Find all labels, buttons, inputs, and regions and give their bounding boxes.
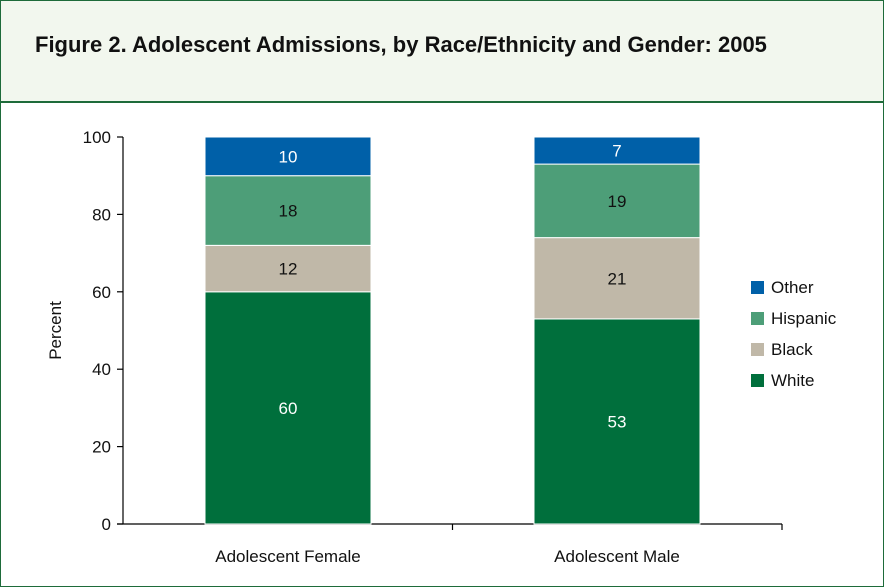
x-category-label: Adolescent Female [215,547,361,566]
legend-label-other: Other [771,278,814,297]
legend-label-white: White [771,371,814,390]
bar-segment-white [204,291,372,525]
y-tick-label: 20 [92,438,111,457]
chart-bars: 60 12 18 10 53 21 19 7 [204,136,701,525]
bar-value-label: 18 [279,202,298,221]
bar-value-label: 7 [612,142,621,161]
y-tick-label: 100 [83,128,111,147]
legend-label-black: Black [771,340,813,359]
y-tick-label: 80 [92,205,111,224]
bar-segment-white [533,318,701,525]
legend-label-hispanic: Hispanic [771,309,837,328]
y-tick-label: 0 [102,515,111,534]
bar-value-label: 19 [608,192,627,211]
figure-header: Figure 2. Adolescent Admissions, by Race… [1,1,883,103]
x-category-label: Adolescent Male [554,547,680,566]
legend-swatch-black [751,343,764,356]
y-axis-title: Percent [46,301,65,360]
legend-swatch-white [751,374,764,387]
bar-segment-hispanic [533,163,701,239]
bar-segment-black [204,244,372,293]
bar-value-label: 12 [279,260,298,279]
bar-value-label: 53 [608,412,627,431]
bar-value-label: 60 [279,399,298,418]
bar-segment-other [533,136,701,165]
bar-value-label: 10 [279,147,298,166]
y-tick-label: 40 [92,360,111,379]
bar-segment-black [533,237,701,320]
bar-value-label: 21 [608,269,627,288]
legend-swatch-hispanic [751,312,764,325]
y-tick-label: 60 [92,283,111,302]
figure-title: Figure 2. Adolescent Admissions, by Race… [35,32,767,57]
legend-swatch-other [751,281,764,294]
bar-segment-other [204,136,372,177]
chart-legend: Other Hispanic Black White [751,278,837,390]
